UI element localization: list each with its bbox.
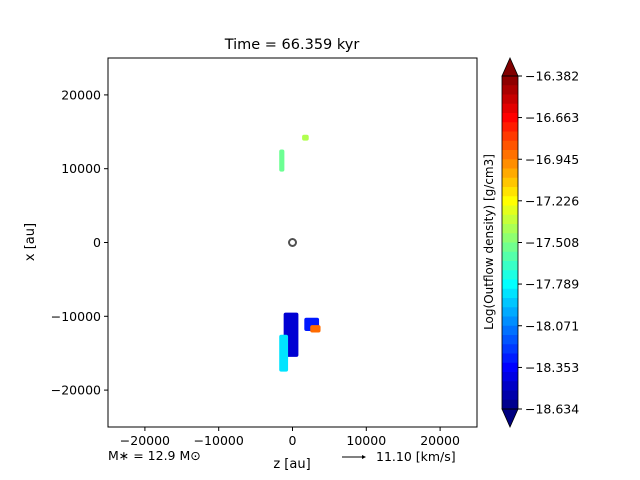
colorbar-tick-label: −16.663 <box>525 110 579 125</box>
colorbar-segment <box>502 122 518 133</box>
y-axis-label: x [au] <box>23 223 38 261</box>
colorbar-tick-label: −18.353 <box>525 360 579 375</box>
colorbar-tick-label: −17.508 <box>525 235 579 250</box>
y-tick-label: 10000 <box>61 161 101 176</box>
x-tick-label: 20000 <box>420 433 460 448</box>
colorbar-segment <box>502 168 518 179</box>
colorbar-segment <box>502 353 518 364</box>
colorbar-extend-bottom <box>501 408 519 428</box>
star-marker <box>288 238 297 247</box>
colorbar-segment <box>502 372 518 382</box>
x-tick-label: −10000 <box>194 433 244 448</box>
outflow-patch <box>279 149 285 172</box>
colorbar-tick-label: −18.634 <box>525 402 579 417</box>
velocity-scale-annotation: 11.10 [km/s] <box>376 449 456 464</box>
colorbar-segment <box>502 224 518 234</box>
colorbar-segment <box>502 288 518 299</box>
colorbar-segment <box>502 270 518 281</box>
colorbar-segment <box>502 187 518 197</box>
plot-area <box>108 58 477 427</box>
x-tick-label: −20000 <box>120 433 170 448</box>
outflow-patch <box>302 134 309 141</box>
colorbar-tick-label: −16.382 <box>525 69 579 84</box>
colorbar-extend-top <box>501 57 519 77</box>
colorbar-segment <box>502 381 518 392</box>
colorbar-segment <box>502 113 518 123</box>
colorbar-segment <box>502 196 518 207</box>
x-axis-label: z [au] <box>273 457 310 472</box>
colorbar-segment <box>502 344 518 355</box>
stellar-mass-annotation: M∗ = 12.9 M⊙ <box>108 448 201 463</box>
colorbar-segment <box>502 103 518 114</box>
colorbar-segment <box>502 242 518 253</box>
colorbar <box>501 57 519 428</box>
y-tick-label: 0 <box>93 235 101 250</box>
y-axis-ticks: 20000 10000 0 −10000 −20000 <box>51 87 108 398</box>
colorbar-segment <box>502 94 518 105</box>
colorbar-segment <box>502 76 518 86</box>
colorbar-tick-label: −17.226 <box>525 193 579 208</box>
colorbar-segment <box>502 214 518 225</box>
velocity-arrow-head <box>362 455 366 459</box>
colorbar-segment <box>502 131 518 142</box>
colorbar-segment <box>502 85 518 96</box>
colorbar-label: Log(Outflow density) [g/cm3] <box>482 154 496 330</box>
x-tick-label: 10000 <box>346 433 386 448</box>
y-tick-label: 20000 <box>61 87 101 102</box>
colorbar-segment <box>502 390 518 401</box>
colorbar-segment <box>502 307 518 318</box>
outflow-patch <box>310 325 321 333</box>
colorbar-segment <box>502 335 518 345</box>
colorbar-segment <box>502 205 518 216</box>
x-axis-ticks: −20000 −10000 0 10000 20000 <box>120 427 460 448</box>
colorbar-segment <box>502 362 518 373</box>
x-tick-label: 0 <box>289 433 297 448</box>
colorbar-segment <box>502 150 518 160</box>
colorbar-segment <box>502 316 518 327</box>
colorbar-segment <box>502 399 518 410</box>
colorbar-segment <box>502 159 518 170</box>
y-tick-label: −20000 <box>51 383 101 398</box>
colorbar-segment <box>502 298 518 308</box>
colorbar-tick-label: −16.945 <box>525 152 579 167</box>
chart-title: Time = 66.359 kyr <box>224 37 360 53</box>
colorbar-segment <box>502 177 518 188</box>
colorbar-segment <box>502 251 518 262</box>
colorbar-segment <box>502 261 518 271</box>
colorbar-segment <box>502 279 518 290</box>
colorbar-segment <box>502 140 518 151</box>
outflow-patches <box>279 134 321 372</box>
colorbar-ticks: −16.382 −16.663 −16.945 −17.226 −17.508 −17.7… <box>518 69 579 417</box>
outflow-patch <box>279 334 289 372</box>
colorbar-tick-label: −17.789 <box>525 277 579 292</box>
colorbar-tick-label: −18.071 <box>525 318 579 333</box>
colorbar-segment <box>502 233 518 244</box>
colorbar-segment <box>502 325 518 336</box>
y-tick-label: −10000 <box>51 309 101 324</box>
